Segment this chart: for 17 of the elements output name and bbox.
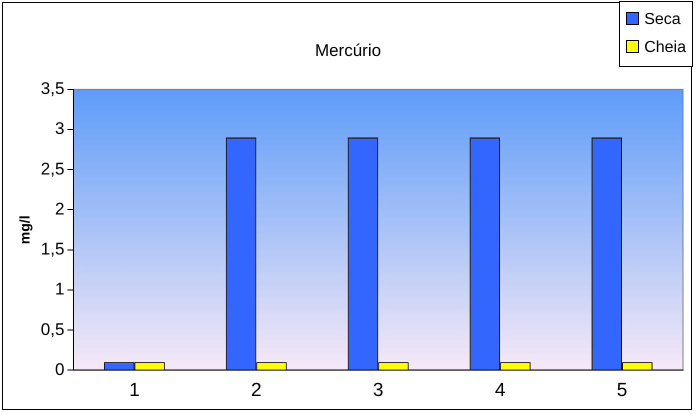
chart-title: Mercúrio <box>314 40 382 60</box>
y-tick-label: 1,5 <box>40 240 64 259</box>
y-tick-label: 3 <box>54 119 64 138</box>
x-tick-label: 3 <box>372 380 384 401</box>
y-tick-label: 2 <box>54 199 64 218</box>
x-tick-label: 2 <box>251 380 262 401</box>
legend-label: Cheia <box>644 39 686 56</box>
x-tick-label: 4 <box>494 380 506 401</box>
y-tick-label: 0,5 <box>40 320 64 339</box>
x-tick-label: 5 <box>616 380 628 401</box>
y-tick-label: 0 <box>54 360 64 379</box>
y-axis-title: mg/l <box>16 215 32 244</box>
y-tick-label: 1 <box>54 280 64 299</box>
y-tick-label: 3,5 <box>40 79 64 98</box>
text: Seca <box>644 11 681 28</box>
y-tick-label: 2,5 <box>40 159 64 178</box>
x-tick-label: 1 <box>129 380 140 401</box>
